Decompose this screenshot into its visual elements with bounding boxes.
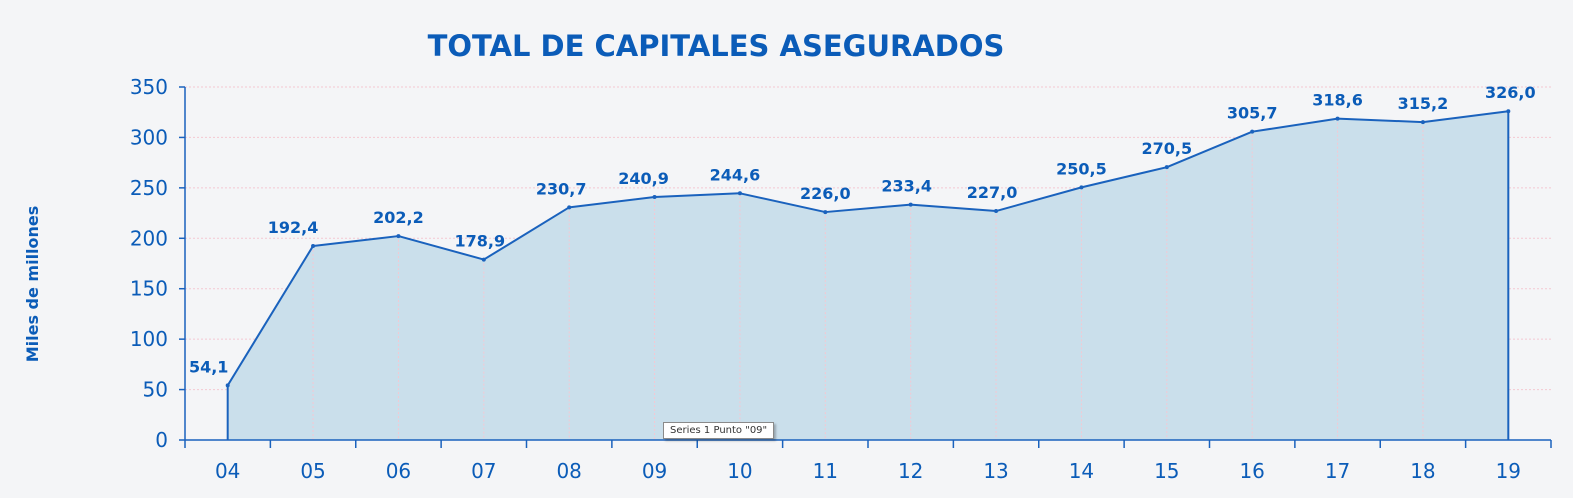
data-label: 54,1 <box>189 357 228 376</box>
data-point <box>652 195 657 200</box>
x-tick-label: 13 <box>983 459 1008 483</box>
x-tick-label: 17 <box>1325 459 1350 483</box>
x-tick-label: 15 <box>1154 459 1179 483</box>
data-label: 315,2 <box>1398 94 1449 113</box>
data-label: 178,9 <box>455 232 506 251</box>
data-label: 227,0 <box>967 183 1018 202</box>
data-label: 305,7 <box>1227 104 1278 123</box>
data-label: 318,6 <box>1312 91 1363 110</box>
data-point <box>1164 165 1169 170</box>
data-labels: 54,1 192,4 202,2 178,9 230,7 240,9 244,6 226,0 2… <box>189 83 1536 388</box>
y-axis-label: Miles de millones <box>23 206 42 363</box>
data-label: 326,0 <box>1485 83 1536 102</box>
data-point <box>737 191 742 196</box>
data-point <box>994 209 999 214</box>
x-tick-label: 06 <box>386 459 411 483</box>
x-tick-label: 11 <box>813 459 838 483</box>
x-tick-label: 19 <box>1496 459 1521 483</box>
x-tick-label: 08 <box>556 459 581 483</box>
data-point <box>396 234 401 239</box>
x-tick-label: 16 <box>1239 459 1264 483</box>
data-point <box>311 243 316 248</box>
data-point <box>567 205 572 210</box>
series-tooltip: Series 1 Punto "09" <box>663 422 775 439</box>
series-line <box>226 110 1509 386</box>
data-label: 270,5 <box>1142 139 1193 158</box>
y-tick-label: 350 <box>130 75 168 99</box>
data-label: 233,4 <box>881 177 932 196</box>
x-tick-label: 05 <box>300 459 325 483</box>
data-label: 230,7 <box>536 179 587 198</box>
x-tick-label: 09 <box>642 459 667 483</box>
x-tick-label: 07 <box>471 459 496 483</box>
data-point <box>908 202 913 207</box>
x-tick-label: 14 <box>1069 459 1094 483</box>
data-label: 244,6 <box>710 165 761 184</box>
data-point <box>225 383 230 388</box>
x-tick-label: 10 <box>727 459 752 483</box>
axes: 0 50 100 150 200 250 300 350 04 05 06 07 08 09 10 11 12 1… <box>130 75 1552 483</box>
data-point <box>481 257 486 262</box>
area-fill <box>227 111 1509 440</box>
data-point <box>823 210 828 215</box>
data-label: 192,4 <box>268 218 319 237</box>
data-point <box>1506 109 1511 114</box>
data-point <box>1079 185 1084 190</box>
data-label: 202,2 <box>373 208 424 227</box>
data-point <box>1335 116 1340 121</box>
x-tick-label: 18 <box>1410 459 1435 483</box>
y-tick-label: 250 <box>130 176 168 200</box>
y-tick-label: 200 <box>130 226 168 250</box>
y-tick-label: 100 <box>130 327 168 351</box>
x-tick-label: 12 <box>898 459 923 483</box>
y-tick-label: 300 <box>130 125 168 149</box>
y-tick-label: 150 <box>130 277 168 301</box>
plot-area <box>226 110 1510 440</box>
y-tick-label: 50 <box>143 378 168 402</box>
data-point <box>1250 129 1255 134</box>
data-label: 250,5 <box>1056 159 1107 178</box>
data-point <box>1420 120 1425 125</box>
x-tick-label: 04 <box>215 459 240 483</box>
data-label: 240,9 <box>618 169 669 188</box>
y-tick-label: 0 <box>155 428 168 452</box>
chart-title: TOTAL DE CAPITALES ASEGURADOS <box>428 29 1005 63</box>
data-label: 226,0 <box>800 184 851 203</box>
